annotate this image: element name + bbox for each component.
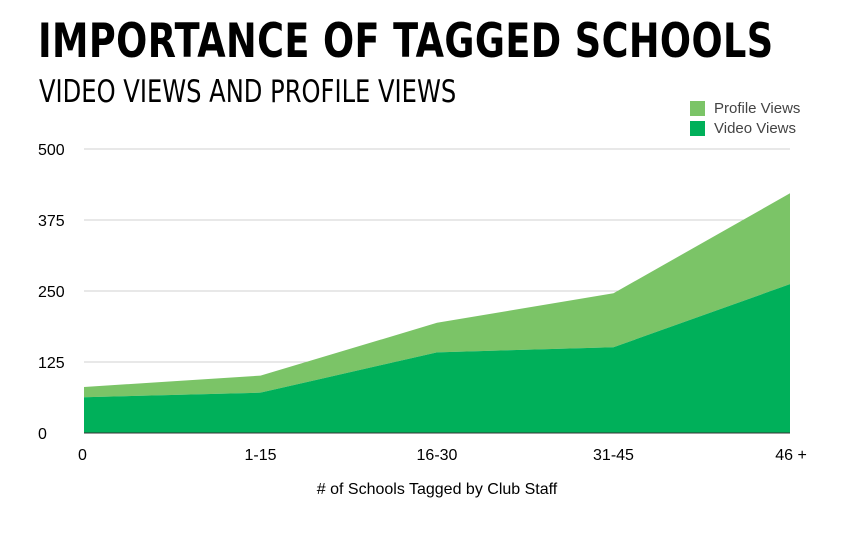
y-tick-label-500: 500: [38, 142, 65, 159]
area-profile-views: [84, 193, 790, 398]
legend-label-video-views: Video Views: [714, 119, 797, 137]
x-axis-label: # of Schools Tagged by Club Staff: [317, 481, 558, 498]
y-tick-label-125: 125: [38, 355, 65, 372]
x-tick-label-0: 0: [78, 447, 87, 464]
legend: Profile Views Video Views: [690, 98, 800, 138]
y-tick-label-0: 0: [38, 426, 47, 443]
legend-item-video-views: Video Views: [690, 118, 800, 138]
y-tick-label-250: 250: [38, 284, 65, 301]
chart-title: IMPORTANCE OF TAGGED SCHOOLS: [38, 14, 774, 69]
chart-subtitle: VIDEO VIEWS AND PROFILE VIEWS: [39, 74, 457, 110]
x-tick-label-4: 46 +: [775, 447, 807, 464]
legend-label-profile-views: Profile Views: [714, 99, 801, 117]
y-tick-label-375: 375: [38, 213, 65, 230]
area-video-views: [84, 284, 790, 433]
x-tick-label-1: 1-15: [244, 447, 276, 464]
x-tick-label-3: 31-45: [593, 447, 634, 464]
legend-swatch-profile-views: [690, 100, 705, 116]
legend-item-profile-views: Profile Views: [690, 98, 800, 118]
legend-swatch-video-views: [690, 120, 705, 136]
x-tick-label-2: 16-30: [417, 447, 458, 464]
